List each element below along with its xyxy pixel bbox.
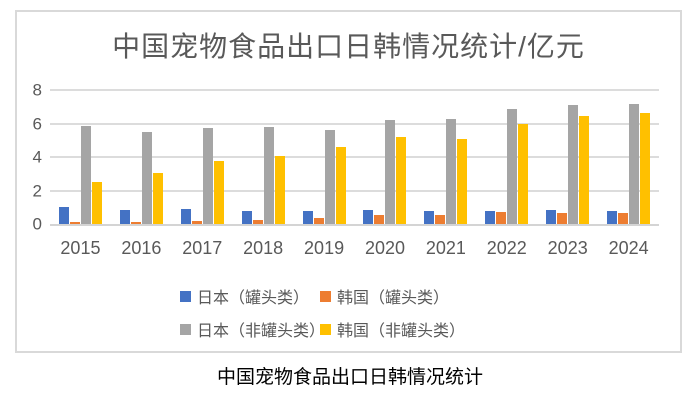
bar-group-2020 <box>355 90 416 224</box>
legend: 日本（罐头类） 韩国（罐头类） 日本（非罐头类） 韩国（非罐头类） <box>180 284 465 341</box>
gridline <box>50 156 659 158</box>
bar-韩国（非罐头类）-2018 <box>274 156 285 224</box>
x-axis: 2015 2016 2017 2018 2019 2020 2021 2022 2023 2024 <box>50 238 659 259</box>
legend-label: 日本（罐头类） <box>197 290 310 307</box>
bar-韩国（非罐头类）-2022 <box>518 123 529 224</box>
bar-韩国（非罐头类）-2021 <box>457 139 468 224</box>
x-axis-label-2022: 2022 <box>486 238 527 258</box>
bar-日本（非罐头类）-2022 <box>507 109 518 224</box>
bar-韩国（非罐头类）-2016 <box>152 172 163 224</box>
chart-caption: 中国宠物食品出口日韩情况统计 <box>216 367 483 388</box>
bar-日本（罐头类）-2015 <box>58 207 69 224</box>
bar-日本（罐头类）-2024 <box>607 210 618 224</box>
chart-title: 中国宠物食品出口日韩情况统计/亿元 <box>112 31 585 62</box>
bar-日本（非罐头类）-2015 <box>80 126 91 224</box>
gridline <box>50 122 659 125</box>
bar-日本（罐头类）-2023 <box>546 209 557 224</box>
bar-韩国（罐头类）-2023 <box>557 213 568 224</box>
bar-日本（罐头类）-2018 <box>241 210 252 224</box>
bar-韩国（非罐头类）-2024 <box>640 112 651 224</box>
bar-韩国（非罐头类）-2020 <box>396 136 407 224</box>
y-axis-label: 4 <box>32 147 42 167</box>
bar-group-2023 <box>537 90 598 224</box>
chart-frame: 中国宠物食品出口日韩情况统计/亿元 0 2 4 6 8 2015 2016 2017 2018… <box>15 10 682 353</box>
legend-swatch-icon <box>320 323 331 335</box>
bar-日本（非罐头类）-2020 <box>385 120 396 224</box>
bar-group-2015 <box>50 90 111 224</box>
x-axis-label-2020: 2020 <box>364 238 405 258</box>
bar-group-2019 <box>294 90 355 224</box>
bar-日本（罐头类）-2022 <box>485 210 496 224</box>
bar-韩国（非罐头类）-2023 <box>579 115 590 224</box>
bar-韩国（罐头类）-2022 <box>496 212 507 224</box>
x-axis-label-2021: 2021 <box>425 238 466 258</box>
x-axis-label-2023: 2023 <box>547 238 588 258</box>
bar-group-2022 <box>476 90 537 224</box>
bar-日本（罐头类）-2016 <box>119 209 130 224</box>
bar-group-2021 <box>415 90 476 224</box>
bar-group-2024 <box>598 90 659 224</box>
bar-韩国（罐头类）-2024 <box>618 213 629 224</box>
bar-韩国（罐头类）-2015 <box>69 222 80 224</box>
bar-韩国（罐头类）-2021 <box>435 214 446 224</box>
legend-label: 韩国（非罐头类） <box>337 323 466 340</box>
gridline <box>50 189 659 192</box>
x-axis-label-2024: 2024 <box>608 238 649 258</box>
x-axis-label-2019: 2019 <box>304 238 345 258</box>
y-axis-label: 2 <box>32 181 42 200</box>
bar-韩国（罐头类）-2020 <box>374 214 385 224</box>
bar-日本（非罐头类）-2021 <box>446 119 457 224</box>
x-axis-label-2016: 2016 <box>121 238 162 258</box>
legend-swatch-icon <box>320 290 331 302</box>
legend-swatch-icon <box>180 323 191 335</box>
x-axis-label-2017: 2017 <box>182 238 223 258</box>
bar-韩国（罐头类）-2018 <box>252 219 263 224</box>
bar-groups <box>50 90 659 224</box>
y-axis-label: 0 <box>32 214 42 234</box>
bar-日本（罐头类）-2017 <box>180 208 191 224</box>
bar-日本（非罐头类）-2023 <box>568 105 579 224</box>
bar-group-2017 <box>172 90 233 224</box>
x-axis-label-2018: 2018 <box>243 238 284 258</box>
legend-label: 韩国（罐头类） <box>337 290 450 307</box>
legend-item: 日本（罐头类） <box>180 284 320 308</box>
bar-日本（非罐头类）-2018 <box>263 126 274 224</box>
legend-swatch-icon <box>180 290 191 302</box>
legend-item: 日本（非罐头类） <box>180 317 325 341</box>
bar-日本（罐头类）-2019 <box>302 210 313 224</box>
gridline <box>50 89 659 91</box>
y-axis-label: 8 <box>32 80 42 100</box>
bar-group-2018 <box>233 90 294 224</box>
bar-group-2016 <box>111 90 172 224</box>
legend-item: 韩国（罐头类） <box>320 284 465 308</box>
bar-日本（非罐头类）-2017 <box>202 127 213 224</box>
bar-日本（罐头类）-2020 <box>363 209 374 224</box>
plot-area: 0 2 4 6 8 <box>33 82 659 233</box>
y-axis-label: 6 <box>32 114 42 133</box>
bar-韩国（罐头类）-2019 <box>313 218 324 224</box>
bar-韩国（非罐头类）-2019 <box>335 146 346 224</box>
legend-item: 韩国（非罐头类） <box>320 317 465 341</box>
bar-韩国（非罐头类）-2015 <box>91 182 102 224</box>
bar-日本（非罐头类）-2019 <box>324 130 335 224</box>
bar-日本（非罐头类）-2016 <box>141 131 152 224</box>
bar-韩国（罐头类）-2017 <box>191 220 202 224</box>
bar-日本（非罐头类）-2024 <box>629 104 640 224</box>
x-axis-label-2015: 2015 <box>60 238 101 258</box>
legend-label: 日本（非罐头类） <box>197 323 326 340</box>
bar-日本（罐头类）-2021 <box>424 210 435 224</box>
bar-韩国（非罐头类）-2017 <box>213 161 224 224</box>
bar-韩国（罐头类）-2016 <box>130 221 141 224</box>
